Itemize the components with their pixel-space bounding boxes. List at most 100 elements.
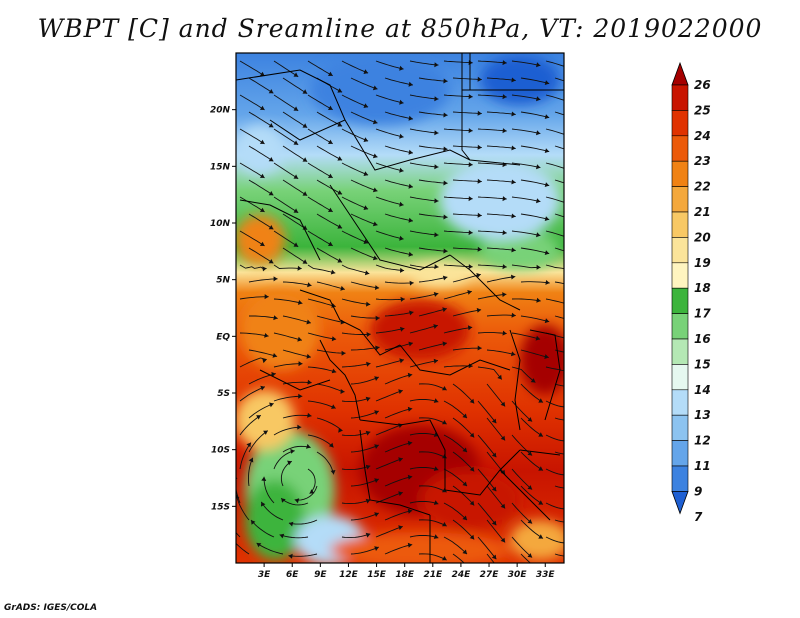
streamline <box>375 424 403 436</box>
streamline-arrow <box>337 122 343 127</box>
streamline-arrow <box>468 128 473 134</box>
streamline <box>409 500 439 505</box>
streamline-arrow <box>337 258 343 263</box>
streamline-arrow <box>579 485 584 490</box>
streamline-arrow <box>511 111 516 117</box>
lon-tick-label: 30E <box>508 570 528 580</box>
streamline-arrow <box>477 144 482 150</box>
streamline-arrow <box>443 146 448 152</box>
streamline <box>511 298 541 302</box>
colorbar-label: 9 <box>694 484 702 498</box>
streamline <box>384 281 414 284</box>
streamline-arrow <box>372 255 378 261</box>
streamline <box>384 510 413 521</box>
lon-tick-label: 27E <box>480 570 500 580</box>
streamline-arrow <box>363 137 369 142</box>
colorbar: 26 25 24 23 22 21 20 19 18 17 16 15 14 13 12 11 9 7 <box>671 61 711 524</box>
streamline <box>545 434 564 442</box>
colorbar-swatch <box>671 262 689 289</box>
streamline <box>239 230 265 247</box>
streamline-arrow <box>408 81 413 87</box>
streamline-arrow <box>570 507 574 512</box>
streamline-arrow <box>407 440 413 446</box>
streamline-arrow <box>544 182 550 187</box>
streamline <box>248 349 278 357</box>
colorbar-swatch <box>671 338 689 365</box>
streamline <box>248 111 274 128</box>
streamline-arrow <box>500 469 506 475</box>
streamline <box>316 451 335 475</box>
streamline-arrow <box>328 173 333 178</box>
streamline <box>273 94 299 112</box>
streamline <box>452 417 475 438</box>
streamline <box>341 128 369 142</box>
streamline-arrow <box>293 106 299 111</box>
streamline <box>409 432 439 437</box>
lat-tick-label: 20N <box>210 106 231 116</box>
streamline-arrow <box>536 96 541 102</box>
colorbar-swatch <box>671 135 689 162</box>
streamline-arrow <box>228 535 232 540</box>
streamline <box>409 60 439 66</box>
lat-tick-label: EQ <box>216 332 230 342</box>
streamline-arrow <box>366 332 371 337</box>
streamline <box>282 111 308 128</box>
streamline <box>443 502 468 521</box>
streamline <box>375 94 404 104</box>
streamline <box>307 434 334 448</box>
streamline-arrow <box>328 139 333 144</box>
streamline <box>511 128 541 135</box>
streamline <box>554 315 564 319</box>
streamline <box>239 196 265 213</box>
streamline-arrow <box>462 515 467 521</box>
streamline-arrow <box>511 274 516 280</box>
streamline <box>545 264 564 270</box>
streamline-arrow <box>268 225 274 230</box>
streamline <box>545 468 564 476</box>
streamline <box>273 363 303 368</box>
lon-tick-label: 9E <box>314 570 327 580</box>
streamline <box>239 357 267 368</box>
streamline-arrow <box>544 114 550 119</box>
streamline-arrow <box>491 554 497 560</box>
streamline <box>307 298 336 307</box>
streamline <box>384 247 413 256</box>
colorbar-label: 16 <box>694 332 711 346</box>
streamline <box>384 544 413 555</box>
streamline-arrow <box>287 460 292 466</box>
streamline <box>409 128 439 134</box>
streamline-arrow <box>293 72 299 77</box>
streamline-arrow <box>330 470 336 475</box>
streamline-arrow <box>502 330 507 336</box>
streamline-arrow <box>408 217 413 223</box>
streamline <box>443 196 473 200</box>
streamline-arrow <box>538 500 543 505</box>
streamline-arrow <box>400 326 405 332</box>
streamline-arrow <box>577 152 582 157</box>
colorbar-label: 18 <box>694 281 711 295</box>
streamline-arrow <box>263 430 268 435</box>
streamline-arrow <box>468 162 473 168</box>
streamline-arrow <box>500 537 506 543</box>
streamline <box>486 77 516 81</box>
streamline-arrow <box>536 264 541 270</box>
streamline <box>520 383 544 403</box>
streamline-arrow <box>579 451 584 456</box>
streamline <box>418 179 448 184</box>
streamline-arrow <box>544 250 550 255</box>
streamline-arrow <box>511 77 516 83</box>
streamline <box>307 400 336 409</box>
streamline <box>443 326 473 334</box>
streamline-arrow <box>302 89 308 94</box>
streamline <box>239 60 265 77</box>
streamline <box>375 264 405 272</box>
streamline <box>282 414 312 419</box>
lon-tick-label: 21E <box>423 570 443 580</box>
colorbar-label: 23 <box>694 154 711 168</box>
streamline-arrow <box>330 269 336 275</box>
lon-tick-label: 24E <box>452 570 472 580</box>
streamline-arrow <box>293 174 299 179</box>
streamline-arrow <box>293 242 299 247</box>
streamline <box>520 315 550 323</box>
